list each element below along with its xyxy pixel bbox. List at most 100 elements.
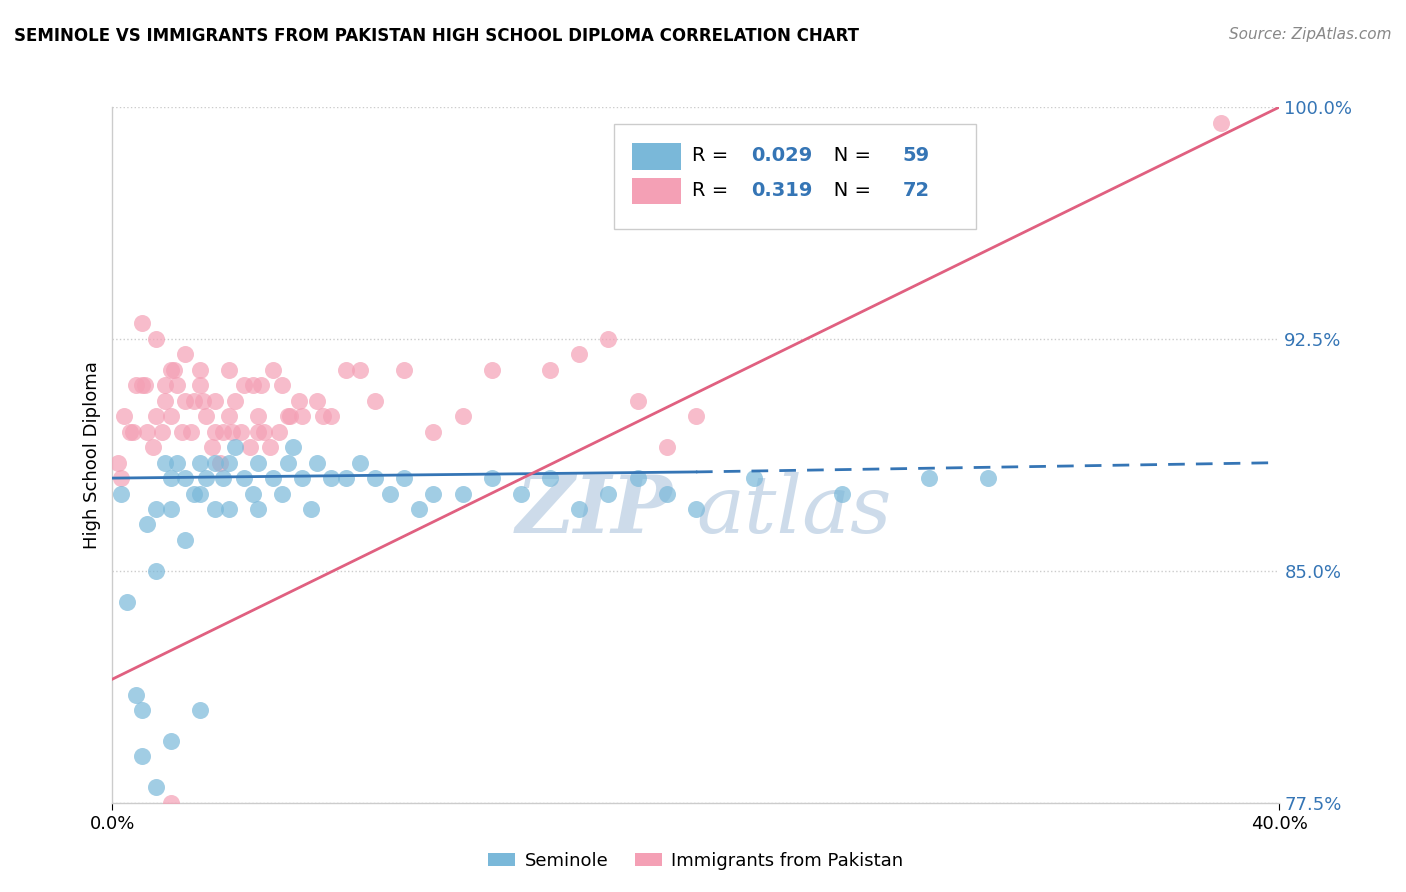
Point bbox=[335, 363, 357, 377]
Point bbox=[242, 486, 264, 500]
Point bbox=[209, 456, 232, 470]
Point bbox=[122, 425, 145, 439]
Point bbox=[201, 440, 224, 454]
Point bbox=[183, 393, 205, 408]
Text: N =: N = bbox=[815, 181, 877, 200]
Point bbox=[451, 486, 474, 500]
Point bbox=[655, 486, 678, 500]
Point bbox=[247, 456, 270, 470]
Point bbox=[422, 425, 444, 439]
Point bbox=[305, 393, 328, 408]
Point bbox=[349, 456, 371, 470]
Point bbox=[451, 409, 474, 424]
Point bbox=[509, 486, 531, 500]
Point bbox=[538, 471, 561, 485]
FancyBboxPatch shape bbox=[631, 178, 681, 204]
Point bbox=[118, 425, 141, 439]
Point bbox=[253, 425, 276, 439]
Point bbox=[291, 409, 314, 424]
Point bbox=[626, 471, 648, 485]
Point bbox=[166, 456, 188, 470]
Point bbox=[976, 471, 998, 485]
Point bbox=[160, 363, 183, 377]
Point bbox=[250, 378, 273, 392]
Point bbox=[218, 456, 240, 470]
Point bbox=[291, 471, 314, 485]
Point bbox=[221, 425, 243, 439]
Text: SEMINOLE VS IMMIGRANTS FROM PAKISTAN HIGH SCHOOL DIPLOMA CORRELATION CHART: SEMINOLE VS IMMIGRANTS FROM PAKISTAN HIG… bbox=[14, 27, 859, 45]
Point bbox=[218, 409, 240, 424]
Text: 72: 72 bbox=[903, 181, 929, 200]
Point bbox=[378, 486, 401, 500]
Point bbox=[174, 533, 197, 547]
Point bbox=[145, 502, 167, 516]
Point bbox=[280, 409, 302, 424]
Point bbox=[349, 363, 371, 377]
Point bbox=[283, 440, 305, 454]
Point bbox=[232, 471, 254, 485]
Point bbox=[131, 749, 153, 764]
Point bbox=[276, 409, 298, 424]
Point bbox=[655, 440, 678, 454]
Point bbox=[218, 363, 240, 377]
Point bbox=[239, 440, 262, 454]
Point bbox=[685, 409, 707, 424]
Point bbox=[194, 471, 217, 485]
Point bbox=[131, 317, 153, 331]
Point bbox=[212, 425, 235, 439]
Text: 0.319: 0.319 bbox=[751, 181, 813, 200]
Point bbox=[305, 456, 328, 470]
Point bbox=[125, 378, 148, 392]
Point bbox=[267, 425, 290, 439]
Point bbox=[204, 502, 226, 516]
Point bbox=[188, 703, 211, 717]
Point bbox=[247, 502, 270, 516]
Point bbox=[153, 378, 176, 392]
Point bbox=[568, 502, 591, 516]
Point bbox=[112, 409, 135, 424]
Point bbox=[321, 471, 343, 485]
Point bbox=[166, 378, 188, 392]
Point bbox=[422, 486, 444, 500]
Point bbox=[311, 409, 333, 424]
Point bbox=[110, 486, 132, 500]
Point bbox=[125, 688, 148, 702]
Point bbox=[262, 363, 284, 377]
Point bbox=[115, 595, 138, 609]
Point bbox=[204, 393, 226, 408]
Point bbox=[136, 517, 159, 532]
Point bbox=[408, 502, 430, 516]
Point bbox=[204, 456, 226, 470]
Point bbox=[335, 471, 357, 485]
Point bbox=[218, 502, 240, 516]
Point bbox=[194, 409, 217, 424]
Point bbox=[247, 409, 270, 424]
Point bbox=[224, 393, 246, 408]
Text: R =: R = bbox=[693, 181, 735, 200]
Point bbox=[131, 378, 153, 392]
Text: atlas: atlas bbox=[696, 472, 891, 549]
Point bbox=[174, 347, 197, 361]
Point bbox=[160, 796, 183, 810]
Point bbox=[191, 393, 214, 408]
Point bbox=[174, 471, 197, 485]
Point bbox=[626, 393, 648, 408]
Point bbox=[685, 502, 707, 516]
Point bbox=[262, 471, 284, 485]
Text: R =: R = bbox=[693, 146, 735, 165]
Point bbox=[270, 378, 292, 392]
Point bbox=[172, 425, 194, 439]
Point bbox=[392, 471, 416, 485]
Point bbox=[134, 378, 156, 392]
Point bbox=[180, 425, 202, 439]
Point bbox=[110, 471, 132, 485]
Point bbox=[538, 363, 561, 377]
Point bbox=[145, 780, 167, 795]
Point bbox=[392, 363, 416, 377]
Point bbox=[160, 734, 183, 748]
Point bbox=[163, 363, 186, 377]
Text: N =: N = bbox=[815, 146, 877, 165]
Point bbox=[481, 471, 503, 485]
FancyBboxPatch shape bbox=[614, 124, 976, 229]
Point bbox=[259, 440, 281, 454]
